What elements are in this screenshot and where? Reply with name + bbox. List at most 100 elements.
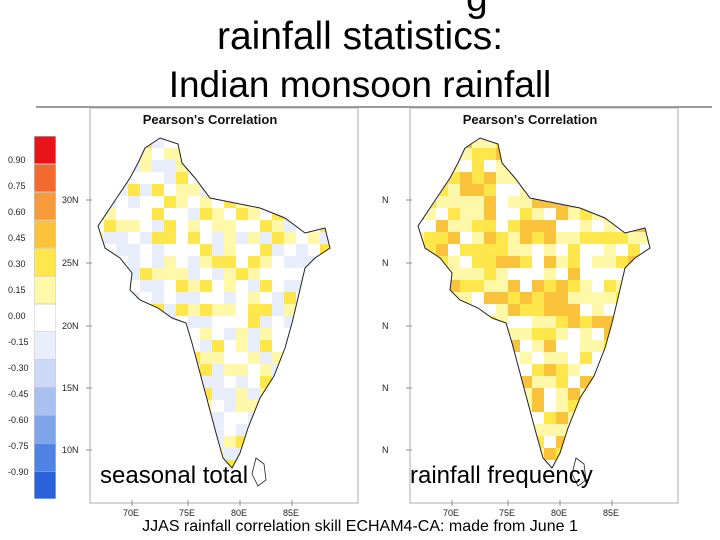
grid-cell (332, 148, 344, 160)
grid-cell (418, 292, 424, 304)
grid-cell (200, 292, 212, 304)
grid-cell (592, 304, 604, 316)
grid-cell (604, 196, 616, 208)
grid-cell (272, 460, 284, 468)
panel-title: Pearson's Correlation (142, 112, 278, 127)
grid-cell (436, 304, 448, 316)
grid-cell (152, 448, 164, 460)
grid-cell (484, 448, 496, 460)
grid-cell (616, 460, 628, 468)
grid-cell (532, 184, 544, 196)
grid-cell (236, 184, 248, 196)
grid-cell (104, 352, 116, 364)
grid-cell (308, 352, 320, 364)
grid-cell (320, 364, 330, 376)
grid-cell (320, 484, 332, 496)
grid-cell (248, 220, 260, 232)
grid-cell (544, 412, 556, 424)
grid-cell (164, 448, 176, 460)
grid-cell (164, 172, 176, 184)
grid-cell (448, 138, 460, 148)
grid-cell (418, 352, 424, 364)
grid-cell (628, 424, 640, 436)
grid-cell (544, 316, 556, 328)
grid-cell (652, 256, 664, 268)
grid-cell (176, 184, 188, 196)
grid-cell (224, 148, 236, 160)
colorbar-swatch (34, 387, 56, 416)
grid-cell (332, 340, 344, 352)
grid-cell (164, 328, 176, 340)
grid-cell (580, 400, 592, 412)
grid-cell (104, 232, 116, 244)
grid-cell (344, 220, 356, 232)
grid-cell (308, 448, 320, 460)
grid-cell (544, 400, 556, 412)
grid-cell (164, 232, 176, 244)
grid-cell (200, 232, 212, 244)
grid-cell (320, 448, 330, 460)
grid-cell (448, 424, 460, 436)
grid-cell (580, 304, 592, 316)
grid-cell (484, 424, 496, 436)
grid-cell (98, 412, 104, 424)
grid-cell (460, 328, 472, 340)
grid-cell (424, 184, 436, 196)
grid-cell (284, 400, 296, 412)
grid-cell (472, 328, 484, 340)
grid-cell (592, 328, 604, 340)
grid-cell (604, 138, 616, 148)
grid-cell (176, 328, 188, 340)
grid-cell (248, 232, 260, 244)
grid-cell (164, 268, 176, 280)
grid-cell (592, 340, 604, 352)
grid-cell (140, 424, 152, 436)
grid-cell (532, 244, 544, 256)
grid-cell (640, 268, 650, 280)
grid-cell (472, 280, 484, 292)
grid-cell (520, 436, 532, 448)
grid-cell (652, 280, 664, 292)
grid-cell (664, 208, 676, 220)
grid-cell (484, 280, 496, 292)
grid-cell (652, 412, 664, 424)
grid-cell (472, 232, 484, 244)
grid-cell (248, 268, 260, 280)
grid-cell (152, 138, 164, 148)
grid-cell (104, 138, 116, 148)
grid-cell (236, 244, 248, 256)
grid-cell (344, 256, 356, 268)
grid-cell (224, 424, 236, 436)
grid-cell (212, 328, 224, 340)
grid-cell (424, 412, 436, 424)
grid-cell (248, 148, 260, 160)
grid-cell (532, 340, 544, 352)
grid-cell (248, 280, 260, 292)
grid-cell (424, 400, 436, 412)
grid-cell (568, 220, 580, 232)
lat-label: 25N (62, 258, 79, 268)
grid-cell (188, 138, 200, 148)
lat-label: N (382, 258, 389, 268)
grid-cell (418, 340, 424, 352)
grid-cell (418, 328, 424, 340)
grid-cell (128, 316, 140, 328)
grid-cell (284, 172, 296, 184)
grid-cell (424, 340, 436, 352)
grid-cell (544, 256, 556, 268)
grid-cell (98, 184, 104, 196)
grid-cell (532, 400, 544, 412)
grid-cell (640, 340, 650, 352)
grid-cell (320, 160, 330, 172)
grid-cell (224, 220, 236, 232)
grid-cell (604, 352, 616, 364)
grid-cell (424, 232, 436, 244)
grid-cell (592, 316, 604, 328)
grid-cell (616, 148, 628, 160)
grid-cell (104, 400, 116, 412)
grid-cell (248, 352, 260, 364)
grid-cell (260, 448, 272, 460)
grid-cell (284, 388, 296, 400)
grid-cell (236, 268, 248, 280)
grid-cell (532, 412, 544, 424)
